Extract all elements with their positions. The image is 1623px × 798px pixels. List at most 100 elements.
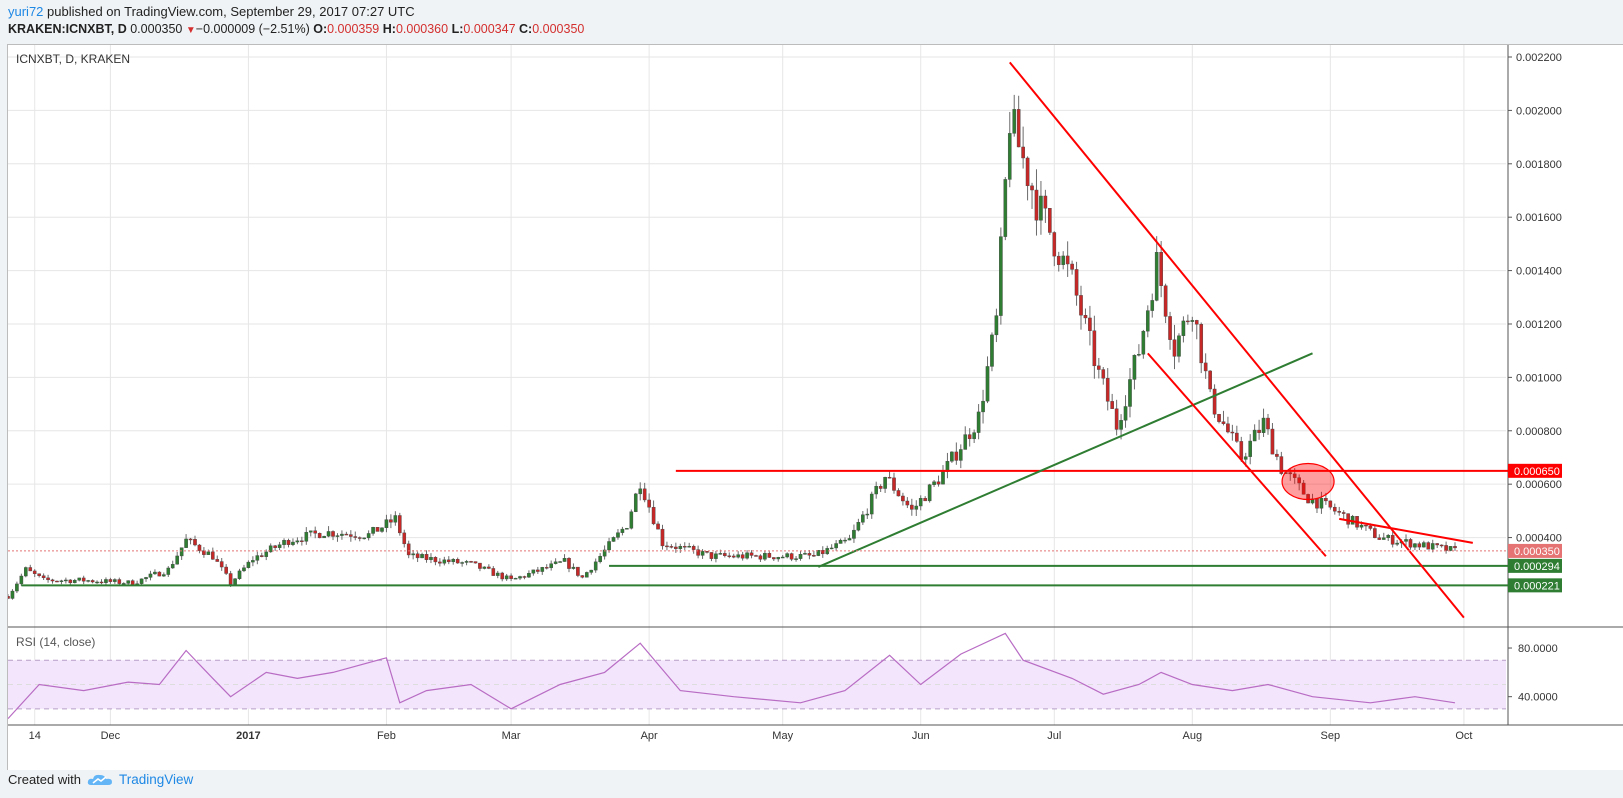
candle-body [1257, 429, 1261, 433]
candle-body [785, 553, 789, 558]
candle-body [202, 550, 206, 555]
candle [976, 404, 981, 440]
candle [1337, 506, 1342, 516]
candle [362, 537, 366, 540]
candle-body [357, 537, 362, 539]
candle-body [77, 577, 82, 581]
candle [981, 389, 985, 424]
publish-line: yuri72 published on TradingView.com, Sep… [8, 4, 415, 19]
candle [963, 426, 968, 450]
candle [308, 530, 313, 537]
candle [994, 308, 999, 343]
candle [665, 541, 669, 551]
candle [28, 564, 33, 572]
candle [553, 558, 558, 565]
candle [807, 549, 812, 560]
candle [273, 544, 277, 551]
chart-title: ICNXBT, D, KRAKEN [16, 52, 130, 66]
candle-body [625, 528, 629, 530]
y-tick-label: 0.001600 [1516, 212, 1562, 224]
candle-body [923, 498, 927, 502]
candle-body [104, 579, 108, 583]
created-with-label: Created with [8, 772, 81, 787]
candle [789, 552, 794, 562]
candle [852, 524, 856, 543]
candle-body [910, 504, 914, 510]
candle-body [420, 554, 424, 559]
candle-body [371, 527, 375, 534]
candle-body [402, 532, 407, 545]
candle-body [1070, 263, 1074, 270]
candle-body [958, 449, 963, 461]
candle-body [211, 551, 215, 560]
tradingview-brand-link[interactable]: TradingView [118, 772, 194, 787]
candle [798, 550, 803, 561]
candle [518, 575, 522, 581]
candle-body [322, 535, 326, 539]
candle [861, 511, 865, 525]
chart-panel[interactable]: 0.002200 0.002000 0.001800 0.001600 0.001400… [7, 44, 1623, 770]
candle-body [224, 566, 228, 574]
candle [233, 577, 237, 586]
candle-body [602, 549, 607, 557]
candle-body [344, 533, 349, 536]
candle [1025, 156, 1030, 201]
candle-body [829, 547, 834, 550]
low-value: 0.000347 [463, 22, 516, 36]
candle [1177, 333, 1181, 363]
trend-line[interactable] [817, 352, 1313, 568]
candle-body [117, 579, 122, 584]
trend-line[interactable] [1339, 517, 1473, 544]
candle [86, 579, 90, 583]
candle-body [455, 559, 460, 564]
y-tick-label: 0.000400 [1516, 533, 1562, 545]
candle-body [1190, 320, 1195, 322]
author-link[interactable]: yuri72 [8, 4, 44, 19]
candle-body [1110, 401, 1114, 409]
candle [478, 562, 482, 572]
candle [41, 573, 46, 580]
down-arrow-icon: ▼ [185, 25, 196, 36]
highlight-ellipse[interactable] [1281, 462, 1335, 501]
candle-body [1007, 133, 1012, 180]
candle-body [674, 546, 678, 549]
candle-body [1453, 546, 1457, 549]
candle [1097, 357, 1101, 379]
candle-body [1439, 544, 1444, 547]
candle-body [1337, 510, 1342, 513]
candle-body [553, 561, 558, 564]
candle-body [682, 546, 687, 548]
candle [847, 534, 852, 541]
candle [157, 571, 162, 577]
candle [1226, 416, 1230, 434]
trend-line[interactable] [1008, 61, 1465, 619]
candle [224, 564, 228, 575]
candle-body [300, 540, 304, 542]
candle [883, 476, 887, 493]
candle-body [749, 552, 754, 556]
candle-body [1159, 252, 1163, 286]
candle-body [1404, 539, 1408, 542]
candle-body [593, 561, 598, 571]
chart-svg[interactable]: 0.002200 0.002000 0.001800 0.001600 0.001400… [8, 45, 1623, 770]
candle [767, 551, 772, 559]
trend-line[interactable] [1147, 352, 1327, 557]
candle-body [179, 547, 184, 557]
candle [674, 542, 678, 553]
candle-body [562, 558, 567, 562]
candle-body [914, 505, 919, 510]
candle-body [460, 562, 464, 564]
open-value: 0.000359 [327, 22, 380, 36]
candle-body [1444, 545, 1448, 551]
candle-body [304, 531, 309, 542]
candle [745, 550, 749, 560]
candle [513, 577, 518, 580]
candle [108, 577, 113, 584]
candle-body [1114, 408, 1119, 430]
candle-body [571, 566, 576, 569]
candle-body [366, 533, 371, 539]
candle [780, 555, 785, 559]
candle-body [32, 570, 37, 574]
candle-body [905, 500, 910, 506]
x-tick-label: Oct [1455, 730, 1472, 742]
